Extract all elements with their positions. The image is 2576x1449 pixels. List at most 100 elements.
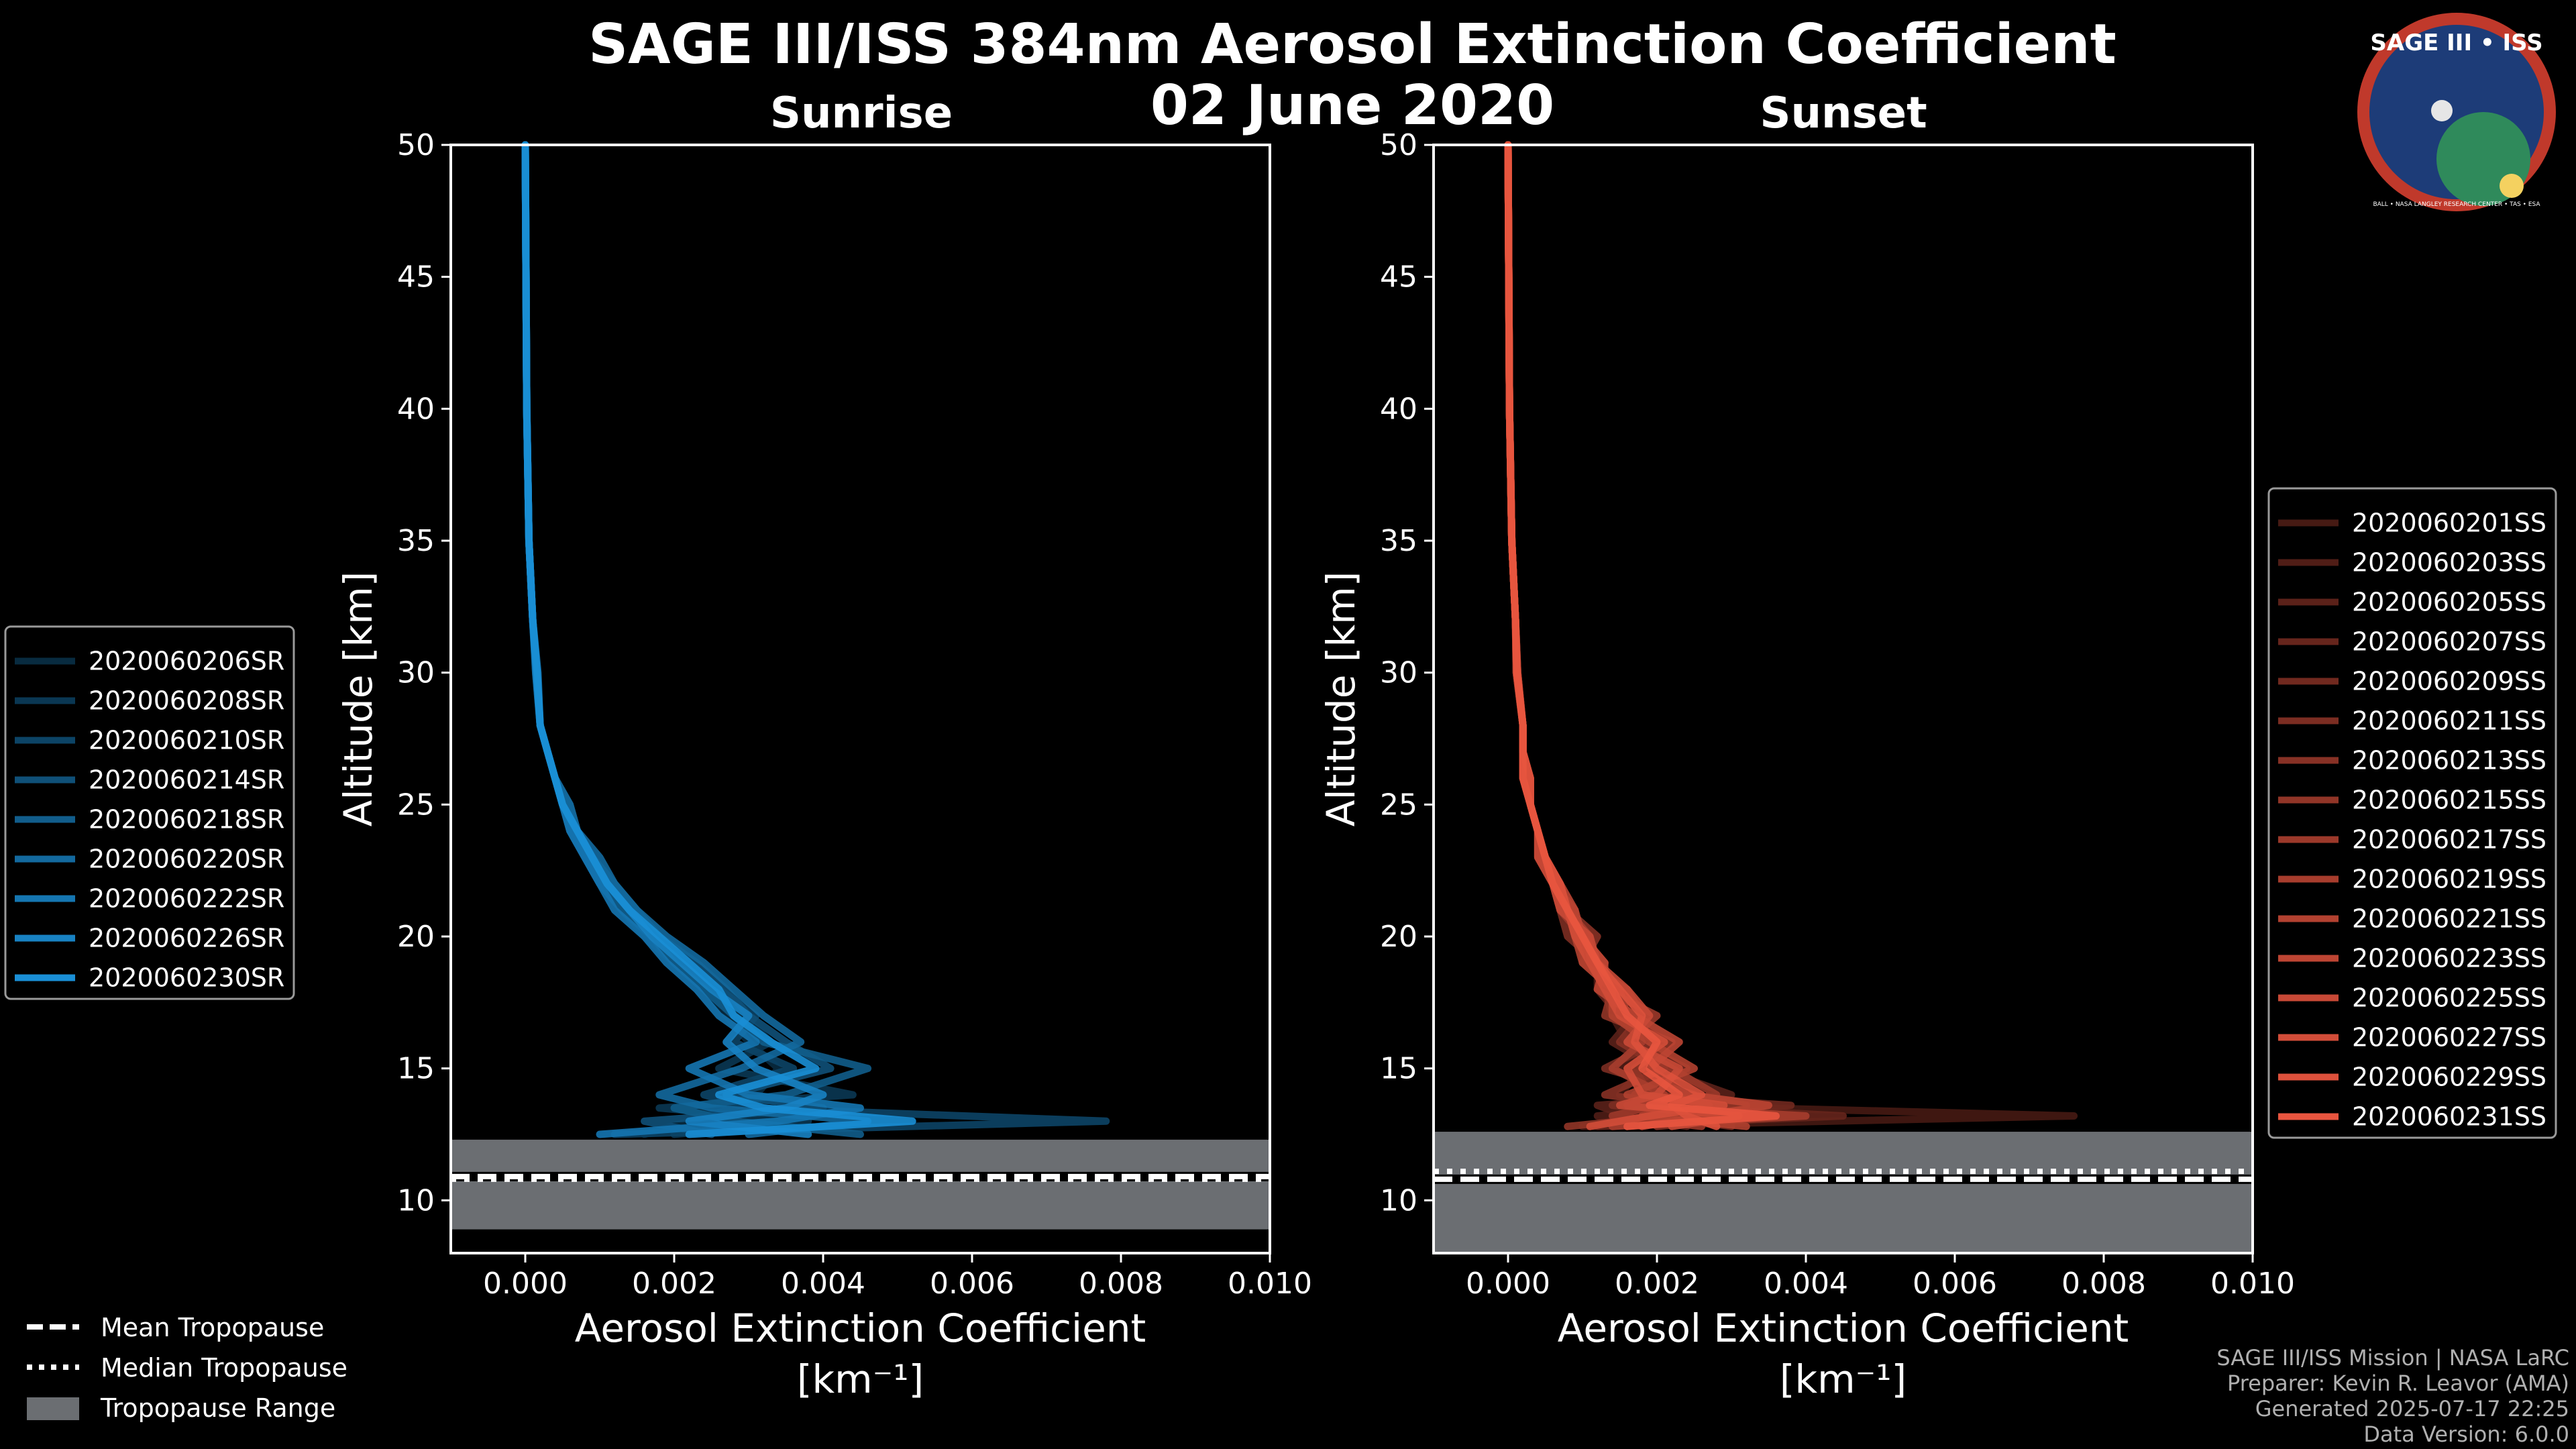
legend-entry: 2020060227SS bbox=[2352, 1023, 2546, 1053]
series-line-2020060229SS bbox=[1504, 141, 1721, 1130]
y-tick-label: 20 bbox=[397, 920, 435, 954]
legend-entry: 2020060215SS bbox=[2352, 786, 2546, 815]
legend-entry: 2020060203SS bbox=[2352, 548, 2546, 578]
x-axis-label: Aerosol Extinction Coefficient bbox=[1558, 1305, 2129, 1351]
x-axis-units: [km⁻¹] bbox=[797, 1356, 924, 1402]
plot-frame bbox=[1432, 144, 2254, 1254]
legend-entry: 2020060209SS bbox=[2352, 667, 2546, 696]
legend-entry: 2020060208SR bbox=[89, 686, 284, 716]
series-line-2020060230SR bbox=[521, 141, 916, 1138]
y-tick-label: 15 bbox=[397, 1052, 435, 1086]
legend-entry: 2020060217SS bbox=[2352, 825, 2546, 855]
legend-entry: 2020060214SR bbox=[89, 765, 284, 795]
sunset-legend: 2020060201SS 2020060203SS 2020060205SS 2020… bbox=[2267, 487, 2557, 1139]
tropopause-range-band bbox=[451, 1139, 1270, 1230]
subplot-title-sunset: Sunset bbox=[1760, 89, 1927, 138]
series-line-2020060210SR bbox=[521, 141, 1110, 1138]
series-line-2020060206SR bbox=[521, 141, 782, 1138]
legend-entry: 2020060213SS bbox=[2352, 746, 2546, 775]
legend-entry: 2020060222SR bbox=[89, 884, 284, 914]
x-tick-label: 0.006 bbox=[930, 1267, 1014, 1301]
tropopause-range-band bbox=[1434, 1132, 2253, 1253]
credit-line: SAGE III/ISS Mission | NASA LaRC bbox=[2216, 1345, 2569, 1371]
chart-title-line2: 02 June 2020 bbox=[1150, 74, 1554, 138]
legend-entry: 2020060231SS bbox=[2352, 1102, 2546, 1132]
mean-tropopause-label: Mean Tropopause bbox=[101, 1313, 324, 1342]
legend-entry: 2020060220SR bbox=[89, 845, 284, 874]
y-tick-label: 40 bbox=[1380, 392, 1417, 426]
x-tick-label: 0.004 bbox=[781, 1267, 865, 1301]
series-line-2020060209SS bbox=[1504, 141, 1795, 1130]
legend-entry: 2020060229SS bbox=[2352, 1063, 2546, 1092]
series-line-2020060219SS bbox=[1504, 141, 1810, 1130]
y-tick-label: 50 bbox=[397, 128, 435, 162]
series-line-2020060221SS bbox=[1504, 141, 1750, 1130]
x-tick-label: 0.008 bbox=[1079, 1267, 1163, 1301]
series-line-2020060223SS bbox=[1504, 141, 1772, 1130]
credit-line: Data Version: 6.0.0 bbox=[2363, 1421, 2569, 1447]
y-tick-label: 35 bbox=[397, 524, 435, 558]
sunrise-panel: 10 15 20 25 30 35 40 45 50 0.000 0.002 0.004 0.006 0.… bbox=[335, 128, 1312, 1402]
logo-moon bbox=[2431, 100, 2453, 121]
logo: SAGE III • ISS BALL • NASA LANGLEY RESEA… bbox=[2357, 13, 2556, 211]
legend-entry: 2020060211SS bbox=[2352, 706, 2546, 736]
sunset-panel: 10 15 20 25 30 35 40 45 50 0.000 0.002 0.004 0.006 0.… bbox=[1318, 128, 2295, 1402]
credit-line: Generated 2025-07-17 22:25 bbox=[2255, 1396, 2569, 1421]
y-tick-label: 10 bbox=[1380, 1183, 1417, 1218]
x-tick-label: 0.006 bbox=[1913, 1267, 1997, 1301]
legend-box bbox=[2267, 487, 2557, 1139]
legend-entry: 2020060223SS bbox=[2352, 944, 2546, 973]
x-tick-label: 0.004 bbox=[1764, 1267, 1848, 1301]
series-line-2020060215SS bbox=[1504, 141, 1750, 1130]
tropopause-range-label: Tropopause Range bbox=[100, 1393, 335, 1423]
y-tick-label: 25 bbox=[1380, 788, 1417, 822]
series-line-2020060213SS bbox=[1504, 141, 1772, 1130]
legend-box bbox=[4, 625, 295, 1000]
y-tick-label: 40 bbox=[397, 392, 435, 426]
series-line-2020060231SS bbox=[1504, 141, 1780, 1130]
median-tropopause-label: Median Tropopause bbox=[101, 1353, 347, 1383]
y-tick-label: 25 bbox=[397, 788, 435, 822]
logo-ring-text: BALL • NASA LANGLEY RESEARCH CENTER • TA… bbox=[2373, 201, 2540, 208]
x-tick-label: 0.000 bbox=[483, 1267, 568, 1301]
series-line-2020060226SR bbox=[521, 141, 827, 1138]
x-tick-label: 0.002 bbox=[1615, 1267, 1699, 1301]
series-line-2020060222SR bbox=[521, 141, 864, 1138]
y-tick-label: 35 bbox=[1380, 524, 1417, 558]
legend-entry: 2020060226SR bbox=[89, 924, 284, 953]
series-line-2020060214SR bbox=[521, 141, 835, 1138]
legend-entry: 2020060205SS bbox=[2352, 588, 2546, 617]
y-axis-label: Altitude [km] bbox=[1318, 572, 1364, 826]
y-axis-label: Altitude [km] bbox=[335, 572, 381, 826]
tropopause-legend: Mean Tropopause Median Tropopause Tropop… bbox=[27, 1313, 347, 1423]
y-tick-label: 10 bbox=[397, 1183, 435, 1218]
x-tick-label: 0.000 bbox=[1466, 1267, 1550, 1301]
legend-entry: 2020060201SS bbox=[2352, 508, 2546, 538]
plot-frame bbox=[449, 144, 1271, 1254]
x-tick-label: 0.010 bbox=[1228, 1267, 1312, 1301]
subplot-title-sunrise: Sunrise bbox=[770, 89, 953, 138]
y-tick-label: 45 bbox=[397, 260, 435, 294]
x-tick-label: 0.002 bbox=[632, 1267, 716, 1301]
series-line-2020060225SS bbox=[1504, 141, 1743, 1130]
y-tick-label: 20 bbox=[1380, 920, 1417, 954]
credits: SAGE III/ISS Mission | NASA LaRC Prepare… bbox=[2216, 1345, 2569, 1447]
logo-text: SAGE III • ISS bbox=[2370, 30, 2542, 56]
legend-entry: 2020060218SR bbox=[89, 805, 284, 835]
legend-entry: 2020060225SS bbox=[2352, 983, 2546, 1013]
legend-entry: 2020060230SR bbox=[89, 963, 284, 993]
credit-line: Preparer: Kevin R. Leavor (AMA) bbox=[2227, 1371, 2569, 1396]
legend-entry: 2020060210SR bbox=[89, 726, 284, 755]
legend-entry: 2020060221SS bbox=[2352, 904, 2546, 934]
logo-sun bbox=[2500, 174, 2524, 198]
sunrise-legend: 2020060206SR 2020060208SR 2020060210SR 2020… bbox=[4, 625, 295, 1000]
series-line-2020060201SS bbox=[1504, 141, 2078, 1130]
x-tick-label: 0.008 bbox=[2061, 1267, 2146, 1301]
y-tick-label: 30 bbox=[1380, 656, 1417, 690]
x-tick-label: 0.010 bbox=[2210, 1267, 2295, 1301]
legend-entry: 2020060219SS bbox=[2352, 865, 2546, 894]
y-tick-label: 15 bbox=[1380, 1052, 1417, 1086]
legend-entry: 2020060206SR bbox=[89, 647, 284, 676]
y-tick-label: 50 bbox=[1380, 128, 1417, 162]
